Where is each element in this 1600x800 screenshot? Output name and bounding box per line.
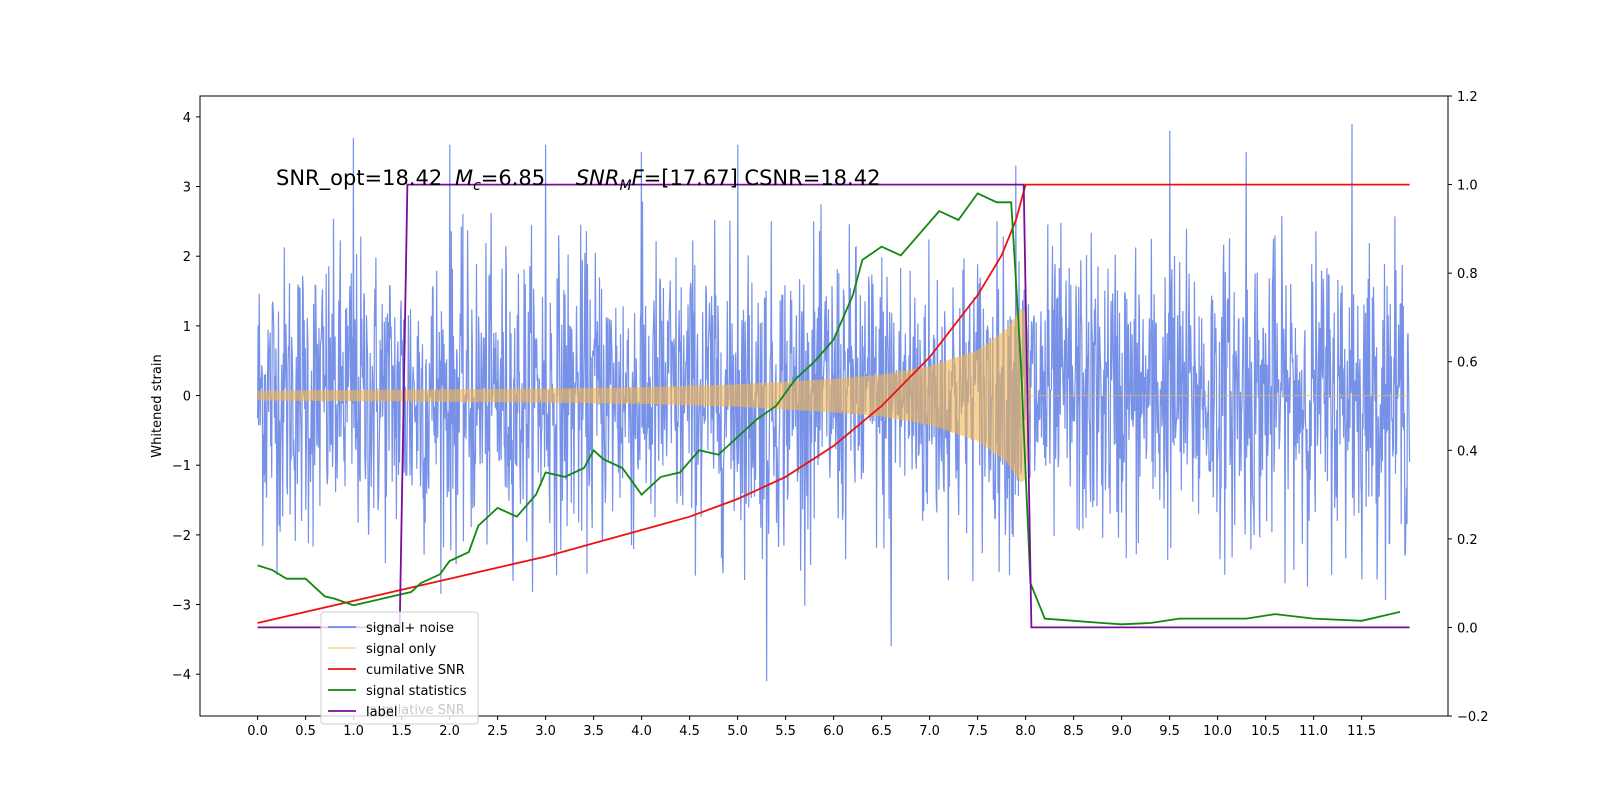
annotation-snrmf-symbol: SNR bbox=[576, 166, 620, 190]
legend-label-signal-statistics: signal statistics bbox=[366, 684, 467, 699]
annotation-snrmf-value: =[17.67] CSNR=18.42 bbox=[644, 166, 881, 190]
legend: cumilative SNR signal+ noise signal only c… bbox=[320, 611, 479, 725]
x-tick-label: 4.0 bbox=[631, 724, 652, 739]
y2-tick-label: −0.2 bbox=[1457, 710, 1489, 725]
series-layer bbox=[257, 123, 1411, 682]
x-tick-label: 6.5 bbox=[871, 724, 892, 739]
y-tick-label: 0 bbox=[183, 390, 191, 405]
y-axis-right: 1.2 1.0 0.8 0.6 0.4 0.2 0.0 −0.2 bbox=[1448, 90, 1489, 725]
annotation-mc-value: =6.85 bbox=[481, 166, 545, 190]
x-tick-label: 6.0 bbox=[823, 724, 844, 739]
plot-frame bbox=[199, 95, 1449, 717]
x-tick-label: 0.0 bbox=[247, 724, 268, 739]
x-tick-label: 4.5 bbox=[679, 724, 700, 739]
y-tick-label: 1 bbox=[183, 320, 191, 335]
y-axis-label: Whitened strain bbox=[150, 354, 165, 457]
annotation-text: SNR_opt=18.42 Mc=6.85 SNRMF=[17.67] CSNR… bbox=[276, 166, 880, 194]
x-tick-label: 2.5 bbox=[487, 724, 508, 739]
x-tick-label: 7.0 bbox=[919, 724, 940, 739]
y-tick-label: −3 bbox=[172, 599, 191, 614]
x-tick-label: 11.5 bbox=[1347, 724, 1376, 739]
x-tick-label: 8.0 bbox=[1015, 724, 1036, 739]
series-signal-noise bbox=[257, 123, 1411, 682]
x-tick-label: 7.5 bbox=[967, 724, 988, 739]
x-tick-label: 2.0 bbox=[439, 724, 460, 739]
y-tick-label: −2 bbox=[172, 529, 191, 544]
y-tick-label: 2 bbox=[183, 250, 191, 265]
x-tick-label: 3.5 bbox=[583, 724, 604, 739]
x-tick-label: 11.0 bbox=[1299, 724, 1328, 739]
legend-entries: signal+ noise signal only cumilative SNR si… bbox=[328, 621, 467, 720]
legend-box bbox=[320, 611, 479, 725]
x-tick-label: 3.0 bbox=[535, 724, 556, 739]
x-tick-label: 10.0 bbox=[1203, 724, 1232, 739]
annotation-snr-opt: SNR_opt=18.42 bbox=[276, 166, 442, 191]
series-signal-only bbox=[257, 308, 1410, 483]
legend-ghost-text: cumilative SNR bbox=[366, 703, 465, 718]
x-tick-label: 8.5 bbox=[1063, 724, 1084, 739]
y2-tick-label: 1.0 bbox=[1457, 179, 1478, 194]
y-tick-label: −1 bbox=[172, 459, 191, 474]
annotation-snrmf-sub: M bbox=[619, 178, 631, 194]
y2-tick-label: 0.6 bbox=[1457, 356, 1478, 371]
y-tick-label: 4 bbox=[183, 111, 191, 126]
x-tick-label: 9.5 bbox=[1159, 724, 1180, 739]
y2-tick-label: 0.0 bbox=[1457, 621, 1478, 636]
x-tick-label: 1.0 bbox=[343, 724, 364, 739]
series-cumilative-snr bbox=[257, 183, 1410, 624]
series-signal-statistics bbox=[257, 192, 1401, 626]
annotation-mc-symbol: M bbox=[455, 166, 473, 190]
annotation-snrmf-f: F bbox=[632, 166, 645, 190]
y-tick-label: −4 bbox=[172, 668, 191, 683]
annotation-mc-sub: c bbox=[473, 178, 481, 194]
legend-label-signal-only: signal only bbox=[366, 642, 436, 657]
y-tick-label: 3 bbox=[183, 181, 191, 196]
y2-tick-label: 0.2 bbox=[1457, 533, 1478, 548]
y-axis-left: 4 3 2 1 0 −1 −2 −3 −4 bbox=[172, 111, 200, 683]
x-axis: 0.0 0.5 1.0 1.5 2.0 2.5 3.0 3.5 4.0 4.5 5.0 5.5 6.0 6… bbox=[247, 716, 1376, 739]
x-tick-label: 10.5 bbox=[1251, 724, 1280, 739]
x-tick-label: 5.5 bbox=[775, 724, 796, 739]
x-tick-label: 0.5 bbox=[295, 724, 316, 739]
x-tick-label: 9.0 bbox=[1111, 724, 1132, 739]
legend-label-label: label bbox=[366, 705, 397, 720]
legend-label-signal-noise: signal+ noise bbox=[366, 621, 454, 636]
legend-label-cumilative-snr: cumilative SNR bbox=[366, 663, 465, 678]
x-tick-label: 5.0 bbox=[727, 724, 748, 739]
y2-tick-label: 0.4 bbox=[1457, 444, 1478, 459]
x-tick-label: 1.5 bbox=[391, 724, 412, 739]
y2-tick-label: 1.2 bbox=[1457, 90, 1478, 105]
y2-tick-label: 0.8 bbox=[1457, 267, 1478, 282]
